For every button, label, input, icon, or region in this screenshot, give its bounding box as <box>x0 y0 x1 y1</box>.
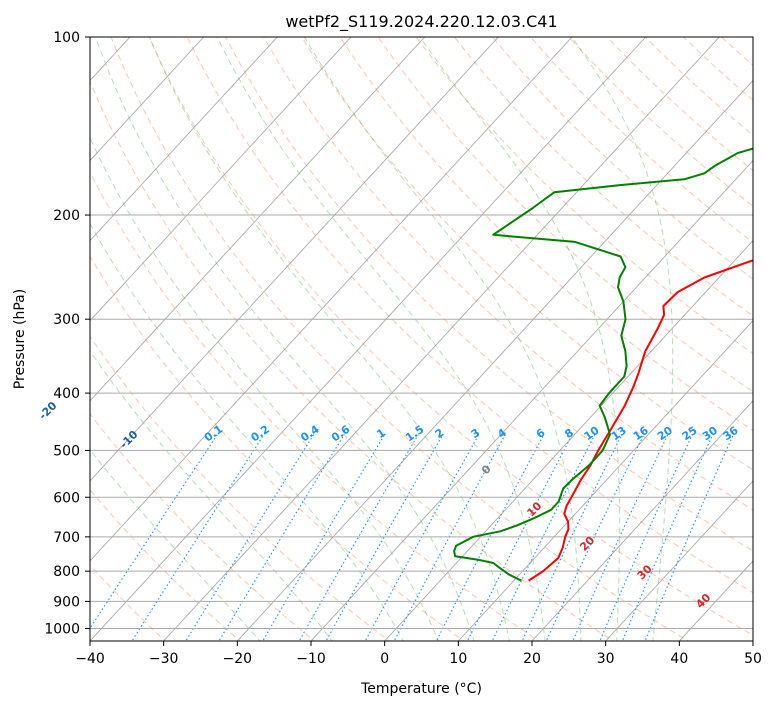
x-tick-label: 30 <box>597 651 615 667</box>
isotherm-line <box>310 159 753 641</box>
x-tick-label: 20 <box>523 651 541 667</box>
dry-adiabat-line <box>186 37 753 594</box>
y-tick-label: 400 <box>53 386 80 402</box>
y-tick-label: 600 <box>53 490 80 506</box>
mixing-ratio-line <box>325 434 444 641</box>
plot-frame <box>89 36 754 642</box>
moist-adiabat-line <box>90 136 440 641</box>
y-tick-label: 700 <box>53 530 80 546</box>
x-tick-label: −20 <box>223 651 253 667</box>
y-tick-label: 800 <box>53 564 80 580</box>
axes: −40 −30 −20 −10 0 10 20 30 40 50 100 200 300 400 500 60… <box>44 30 762 667</box>
x-tick-label: 10 <box>449 651 467 667</box>
mixing-ratio-line <box>298 434 419 641</box>
isotherm-line <box>90 37 573 562</box>
dry-adiabat-line <box>301 37 753 471</box>
temperature-profile-line <box>528 259 753 582</box>
chart-title: wetPf2_S119.2024.220.12.03.C41 <box>285 12 557 32</box>
x-tick-label: 0 <box>380 651 389 667</box>
isotherm-line <box>384 239 753 641</box>
x-tick-label: 50 <box>744 651 762 667</box>
moist-adiabat-line <box>90 222 404 641</box>
dry-adiabat-line <box>491 37 753 280</box>
isotherm-line <box>0 37 56 641</box>
plot-background <box>90 37 753 641</box>
y-tick-label: 500 <box>53 443 80 459</box>
isotherm-line <box>90 37 278 242</box>
isotherm-line <box>163 37 720 641</box>
dry-adiabat-line <box>339 37 753 432</box>
y-axis-label: Pressure (hPa) <box>12 289 28 389</box>
isotherm-line <box>605 480 753 641</box>
x-axis-label: Temperature (°C) <box>360 681 482 697</box>
isotherm-line <box>90 37 499 482</box>
y-tick-label: 1000 <box>44 621 80 637</box>
mixing-ratio-line <box>262 434 386 641</box>
x-tick-label: 40 <box>670 651 688 667</box>
y-tick-label: 100 <box>53 30 80 46</box>
isotherm-line <box>90 37 352 322</box>
y-tick-label: 200 <box>53 208 80 224</box>
mixing-ratio-line <box>435 434 545 641</box>
mixing-ratio-line <box>466 434 573 641</box>
isotherm-line <box>90 37 426 402</box>
mixing-ratio-line <box>521 434 623 641</box>
dry-adiabat-label: -20 <box>36 399 59 422</box>
y-tick-label: 300 <box>53 312 80 328</box>
isotherm-line <box>90 37 205 162</box>
isotherm-line <box>237 79 753 641</box>
isotherm-line <box>531 400 753 641</box>
isotherm-line <box>458 320 753 641</box>
mixing-ratio-line <box>364 434 480 641</box>
isotherm-line <box>752 640 753 641</box>
dry-adiabat-line <box>110 37 690 641</box>
mixing-ratio-line <box>185 434 315 641</box>
y-tick-label: 900 <box>53 594 80 610</box>
dry-adiabat-line <box>224 37 753 552</box>
plot-area <box>0 37 753 641</box>
dry-adiabat-line <box>263 37 753 511</box>
mixing-ratio-line <box>218 434 345 641</box>
x-tick-label: −40 <box>75 651 105 667</box>
dewpoint-profile-line <box>453 147 753 582</box>
isotherm-line <box>90 37 647 641</box>
x-tick-label: −30 <box>149 651 179 667</box>
mixing-ratio-line <box>491 434 596 641</box>
mixing-ratio-line <box>545 434 645 641</box>
x-tick-label: −10 <box>296 651 326 667</box>
